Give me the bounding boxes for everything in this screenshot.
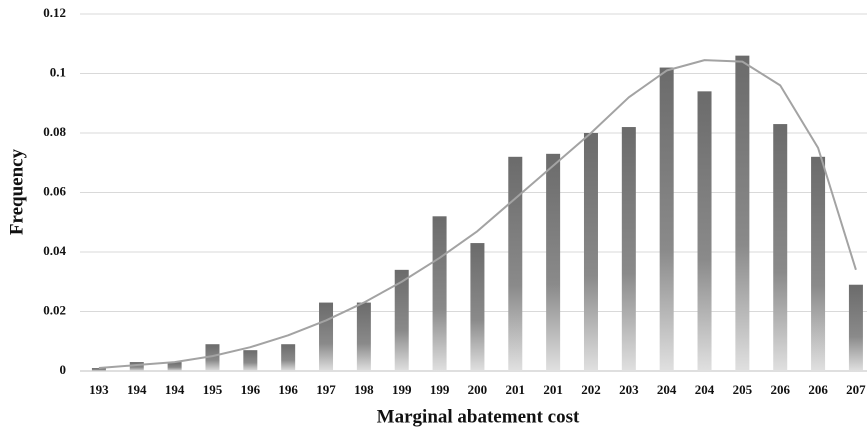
bar bbox=[735, 55, 750, 372]
y-tick-label: 0.08 bbox=[43, 124, 66, 139]
x-tick-label: 193 bbox=[89, 382, 109, 397]
x-tick-label: 203 bbox=[619, 382, 639, 397]
x-tick-label: 196 bbox=[278, 382, 298, 397]
x-tick-label: 199 bbox=[430, 382, 450, 397]
bar bbox=[432, 216, 447, 371]
x-tick-label: 194 bbox=[127, 382, 147, 397]
x-tick-label: 201 bbox=[506, 382, 526, 397]
y-tick-label: 0.1 bbox=[50, 64, 66, 79]
x-tick-label: 196 bbox=[241, 382, 261, 397]
bar bbox=[546, 153, 561, 371]
bar bbox=[356, 302, 371, 371]
x-tick-label: 206 bbox=[770, 382, 790, 397]
y-tick-label: 0.04 bbox=[43, 243, 66, 258]
bar bbox=[659, 67, 674, 372]
fit-line bbox=[98, 59, 857, 370]
x-tick-label: 195 bbox=[203, 382, 223, 397]
x-tick-label: 204 bbox=[657, 382, 677, 397]
bar bbox=[470, 243, 485, 371]
y-tick-label: 0.12 bbox=[43, 5, 66, 20]
x-tick-label: 199 bbox=[392, 382, 412, 397]
bar bbox=[773, 124, 788, 371]
bar bbox=[697, 91, 712, 371]
bar bbox=[319, 302, 334, 371]
bar bbox=[281, 344, 296, 371]
x-tick-label: 200 bbox=[468, 382, 488, 397]
x-tick-label: 202 bbox=[581, 382, 601, 397]
x-tick-label: 201 bbox=[543, 382, 563, 397]
x-tick-label: 197 bbox=[316, 382, 336, 397]
y-tick-label: 0 bbox=[60, 362, 67, 377]
bar bbox=[583, 133, 598, 371]
bar bbox=[205, 344, 220, 371]
y-tick-label: 0.06 bbox=[43, 183, 66, 198]
bar bbox=[848, 284, 863, 371]
bar bbox=[243, 350, 258, 371]
x-tick-label: 205 bbox=[733, 382, 753, 397]
bar bbox=[621, 127, 636, 371]
bar bbox=[394, 269, 409, 371]
bar bbox=[508, 156, 523, 371]
x-axis-title: Marginal abatement cost bbox=[377, 406, 580, 427]
x-tick-label: 204 bbox=[695, 382, 715, 397]
y-axis-title: Frequency bbox=[6, 148, 27, 235]
x-tick-label: 194 bbox=[165, 382, 185, 397]
bar bbox=[811, 156, 826, 371]
bar bbox=[91, 368, 106, 371]
x-tick-label: 207 bbox=[846, 382, 866, 397]
x-tick-label: 198 bbox=[354, 382, 374, 397]
bar bbox=[129, 362, 144, 371]
y-tick-label: 0.02 bbox=[43, 302, 66, 317]
x-tick-label: 206 bbox=[808, 382, 828, 397]
bar bbox=[167, 362, 182, 371]
